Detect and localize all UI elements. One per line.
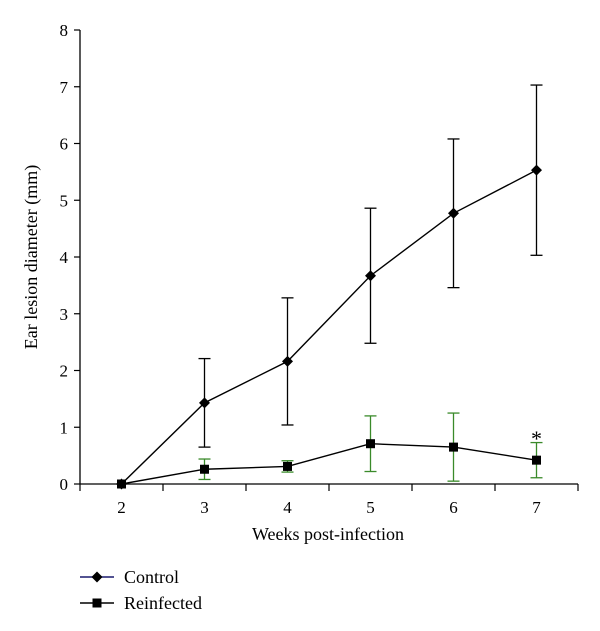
annotations: * [531,426,542,451]
y-tick-label: 7 [60,78,69,97]
y-tick-label: 3 [60,305,69,324]
series-line [121,169,537,485]
x-tick-label: 3 [200,498,209,517]
data-point [448,207,459,219]
data-point [199,397,210,409]
data-point [200,464,209,474]
data-point [449,442,458,452]
series-layer [116,84,543,490]
legend: Control Reinfected [80,567,202,613]
data-point [532,455,541,465]
series-reinfected [117,412,543,489]
significance-marker: * [531,426,542,451]
x-axis-title: Weeks post-infection [252,524,404,544]
y-tick-label: 2 [60,362,69,381]
x-tick-label: 4 [283,498,292,517]
legend-item-reinfected: Reinfected [80,593,202,613]
data-point [282,355,293,367]
data-point [283,461,292,471]
y-tick-label: 5 [60,191,69,210]
y-axis-title: Ear lesion diameter (mm) [21,165,42,349]
y-axis-ticks: 0 1 2 3 4 5 6 7 8 [60,21,80,494]
x-axis-ticks: 2 3 4 5 6 7 [79,484,579,517]
x-tick-label: 7 [532,498,541,517]
legend-marker [92,598,102,608]
series-control [116,84,543,490]
data-point [531,164,542,176]
data-point [117,479,126,489]
y-tick-label: 0 [60,475,69,494]
y-tick-label: 8 [60,21,69,40]
legend-label: Reinfected [124,593,202,613]
axes [79,30,578,485]
data-point [365,270,376,282]
x-tick-label: 6 [449,498,458,517]
y-tick-label: 4 [60,248,69,267]
x-tick-label: 2 [117,498,126,517]
legend-item-control: Control [80,567,179,587]
data-point [366,439,375,449]
x-tick-label: 5 [366,498,375,517]
y-tick-label: 1 [60,418,69,437]
legend-marker [91,571,103,583]
y-tick-label: 6 [60,135,69,154]
legend-label: Control [124,567,179,587]
series-line [121,443,537,485]
